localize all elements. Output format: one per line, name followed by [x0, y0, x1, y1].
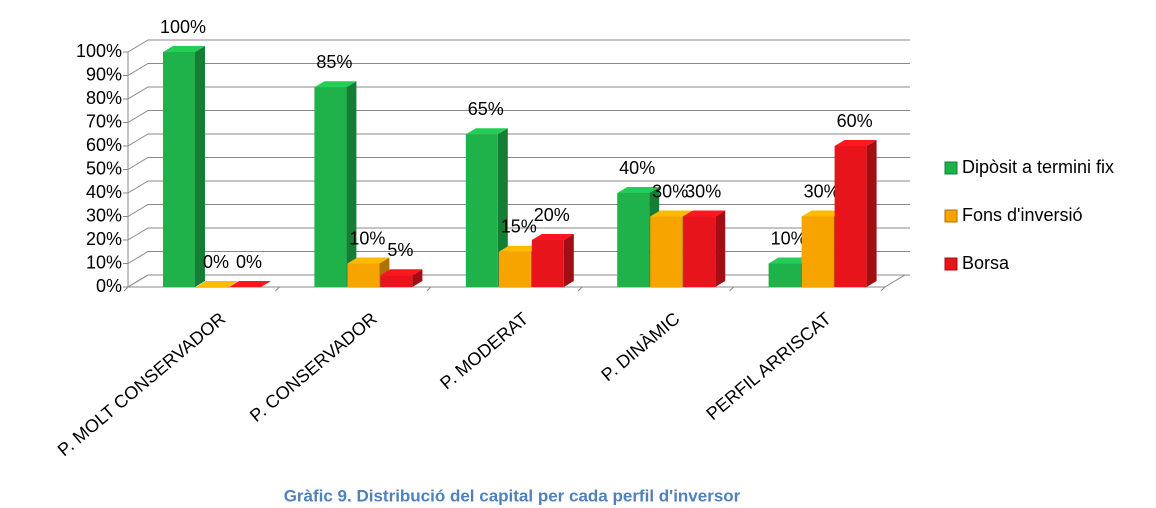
bar-side [412, 269, 423, 287]
grid-line [127, 180, 910, 194]
value-label: 5% [387, 240, 413, 260]
grid-line [127, 133, 910, 147]
bar-top [314, 81, 357, 88]
bar [768, 263, 801, 287]
bar [834, 146, 867, 287]
bar-top [229, 281, 271, 287]
value-label: 85% [316, 52, 352, 72]
grid-line [127, 39, 910, 53]
bar-side [346, 81, 357, 287]
x-tick [729, 286, 734, 292]
bar [801, 216, 834, 287]
bar [347, 263, 380, 287]
x-tick [123, 286, 129, 292]
bar-side [563, 234, 574, 287]
bar-side [866, 140, 877, 287]
grid-line [127, 204, 910, 217]
bar [380, 275, 413, 287]
bar [650, 216, 683, 287]
x-tick [880, 286, 886, 292]
grid-line [127, 86, 910, 100]
bar [163, 52, 195, 287]
caption: Gràfic 9. Distribució del capital per ca… [284, 486, 741, 505]
bar-top [531, 234, 574, 240]
value-label: 30% [804, 181, 840, 201]
bar-top [683, 210, 726, 217]
grid-line [127, 63, 910, 76]
grid-line [127, 110, 910, 123]
legend-label: Fons d'inversió [962, 205, 1083, 225]
value-label: 60% [837, 111, 873, 131]
y-tick-label: 0% [96, 276, 122, 296]
y-tick-label: 20% [86, 229, 122, 249]
bar [465, 134, 498, 287]
bar-top [163, 46, 205, 52]
legend-swatch [944, 209, 958, 223]
value-label: 30% [652, 181, 688, 201]
y-tick-label: 70% [86, 111, 122, 131]
x-tick-label: P. MODERAT [436, 308, 532, 393]
bar-side [497, 128, 508, 287]
legend-swatch [944, 161, 958, 175]
bar [531, 240, 564, 287]
y-tick-label: 30% [86, 205, 122, 225]
bar-top [347, 257, 390, 264]
bar-side [715, 210, 726, 287]
legend-label: Dipòsit a termini fix [962, 157, 1114, 177]
bar-top [498, 245, 541, 252]
value-label: 0% [203, 252, 229, 272]
value-label: 10% [349, 228, 385, 248]
legend-swatch [944, 257, 958, 271]
bar-top [380, 269, 423, 276]
bar [314, 87, 347, 287]
value-label: 15% [501, 217, 537, 237]
value-label: 20% [534, 205, 570, 225]
bar [498, 251, 531, 287]
y-tick-label: 60% [86, 135, 122, 155]
x-tick-label: P. CONSERVADOR [246, 308, 381, 426]
y-tick-label: 10% [86, 252, 122, 272]
bar [683, 216, 716, 287]
legend-label: Borsa [962, 253, 1010, 273]
bar-side [195, 46, 205, 287]
grid-line [127, 157, 910, 170]
bar-top [617, 187, 660, 193]
x-tick [426, 286, 432, 292]
x-tick-label: P. DINÀMIC [597, 308, 683, 385]
value-label: 65% [468, 99, 504, 119]
bar-top [465, 128, 508, 135]
y-tick-label: 40% [86, 182, 122, 202]
value-label: 40% [619, 158, 655, 178]
x-tick [577, 286, 583, 292]
bar-top [196, 281, 238, 287]
value-label: 30% [685, 181, 721, 201]
bar-top [768, 257, 811, 264]
y-tick-label: 100% [76, 41, 122, 61]
y-tick-label: 80% [86, 88, 122, 108]
x-tick-label: PERFIL ARRISCAT [703, 308, 835, 424]
y-tick-label: 90% [86, 64, 122, 84]
x-tick [275, 286, 280, 292]
x-tick-label: P. MOLT CONSERVADOR [54, 308, 230, 460]
bar [617, 193, 650, 287]
bar-top [650, 210, 693, 217]
value-label: 0% [236, 252, 262, 272]
bar-top [834, 140, 877, 146]
bar-top [801, 210, 844, 217]
value-label: 10% [771, 228, 807, 248]
value-label: 100% [160, 17, 206, 37]
y-tick-label: 50% [86, 158, 122, 178]
